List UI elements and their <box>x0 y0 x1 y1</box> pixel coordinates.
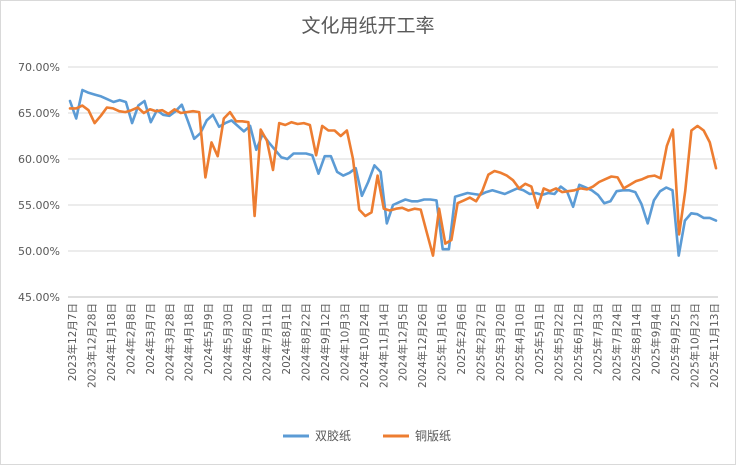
legend-label-1: 双胶纸 <box>315 428 351 443</box>
x-tick-label: 2024年6月20日 <box>241 303 254 381</box>
y-tick-label: 70.00% <box>18 61 60 74</box>
x-axis-tick-labels: 2023年12月7日 2023年12月28日 2024年1月18日 2024年2月8日… <box>66 303 721 388</box>
x-tick-label: 2024年10月3日 <box>338 303 351 381</box>
x-tick-label: 2025年11月13日 <box>708 303 721 388</box>
x-tick-label: 2025年1月16日 <box>436 303 449 381</box>
y-axis-tick-labels: 70.00% 65.00% 60.00% 55.00% 50.00% 45.00% <box>18 61 60 304</box>
y-tick-label: 65.00% <box>18 107 60 120</box>
x-tick-label: 2024年12月5日 <box>397 303 410 381</box>
x-tick-label: 2024年10月24日 <box>358 303 371 388</box>
x-tick-label: 2024年5月9日 <box>202 303 215 375</box>
series-line-1 <box>68 88 718 257</box>
x-tick-label: 2025年7月3日 <box>591 303 604 375</box>
x-tick-label: 2025年5月22日 <box>552 303 565 381</box>
x-tick-label: 2024年1月18日 <box>105 303 118 381</box>
legend-label-2: 铜版纸 <box>415 428 451 443</box>
series-lines <box>68 88 718 257</box>
x-tick-label: 2024年9月12日 <box>319 303 332 381</box>
x-tick-label: 2025年2月27日 <box>475 303 488 381</box>
x-tick-label: 2024年3月7日 <box>144 303 157 375</box>
x-tick-label: 2025年4月10日 <box>513 303 526 381</box>
x-tick-label: 2025年8月14日 <box>630 303 643 381</box>
chart-title: 文化用纸开工率 <box>301 15 434 37</box>
x-tick-label: 2025年7月24日 <box>611 303 624 381</box>
x-tick-label: 2025年5月1日 <box>533 303 546 375</box>
y-tick-label: 60.00% <box>18 153 60 166</box>
x-tick-label: 2025年2月6日 <box>455 303 468 375</box>
x-tick-label: 2025年9月25日 <box>669 303 682 381</box>
legend: 双胶纸 铜版纸 <box>283 428 451 443</box>
x-tick-label: 2025年3月20日 <box>494 303 507 381</box>
x-tick-label: 2024年11月14日 <box>377 303 390 388</box>
x-tick-label: 2024年7月11日 <box>261 303 274 381</box>
y-tick-label: 50.00% <box>18 245 60 258</box>
x-tick-label: 2024年8月1日 <box>280 303 293 375</box>
y-tick-label: 45.00% <box>18 291 60 304</box>
x-tick-label: 2024年3月28日 <box>163 303 176 381</box>
x-tick-label: 2025年9月4日 <box>650 303 663 375</box>
x-tick-label: 2025年10月23日 <box>689 303 702 388</box>
x-tick-label: 2024年2月8日 <box>124 303 137 375</box>
x-tick-label: 2024年8月22日 <box>299 303 312 381</box>
x-tick-label: 2024年12月26日 <box>416 303 429 388</box>
x-tick-label: 2025年6月12日 <box>572 303 585 381</box>
x-tick-label: 2024年4月18日 <box>183 303 196 381</box>
series-line-2 <box>68 104 718 257</box>
x-tick-label: 2023年12月7日 <box>66 303 79 381</box>
y-tick-label: 55.00% <box>18 199 60 212</box>
x-tick-label: 2024年5月30日 <box>222 303 235 381</box>
x-tick-label: 2023年12月28日 <box>85 303 98 388</box>
